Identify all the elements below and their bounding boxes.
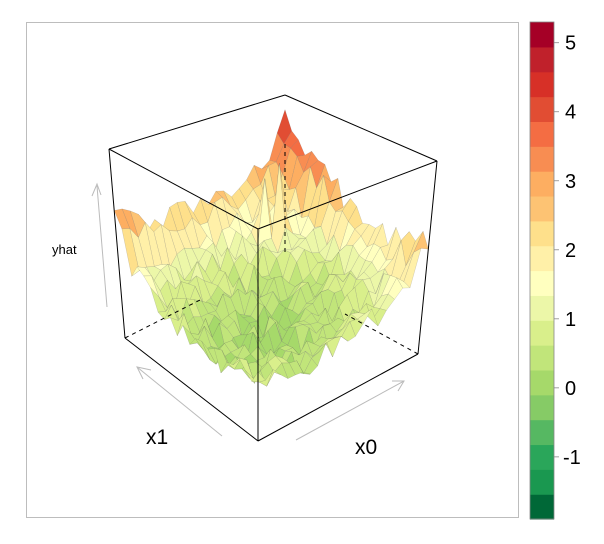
colorbar-tick-label: 0 xyxy=(565,378,576,400)
colorbar-segment xyxy=(530,469,554,495)
colorbar-segment xyxy=(530,320,554,346)
colorbar-segment xyxy=(530,494,554,520)
box-edge-vertical-right xyxy=(417,160,438,355)
colorbar-border xyxy=(529,21,555,520)
box-edge-vertical-left xyxy=(108,148,126,339)
box-edge-top-back-left xyxy=(108,94,286,150)
z-axis-label: yhat xyxy=(52,242,77,257)
colorbar-segment xyxy=(530,71,554,98)
bounding-box xyxy=(108,94,438,442)
surface-plot xyxy=(114,109,429,387)
box-edge-top-front-left xyxy=(108,148,259,230)
box-edge-floor-front-right xyxy=(257,353,419,442)
colorbar-tick-label: -1 xyxy=(563,447,581,469)
box-edge-top-back-right xyxy=(284,94,438,162)
x-axis-label: x0 xyxy=(355,436,377,459)
colorbar-segment xyxy=(530,245,554,272)
x-axis-arrow-line xyxy=(295,380,405,441)
colorbar-segment xyxy=(530,46,554,73)
z-axis-arrowhead xyxy=(91,182,102,197)
colorbar-segment xyxy=(530,419,554,446)
colorbar-segment xyxy=(530,295,554,321)
colorbar-tick-label: 5 xyxy=(565,33,576,55)
y-axis-label: x1 xyxy=(146,426,168,449)
axes: yhat x1 x0 xyxy=(52,182,405,459)
colorbar-segment xyxy=(530,22,554,48)
colorbar-segment xyxy=(530,444,554,470)
colorbar-segment xyxy=(530,96,554,122)
colorbar-tick-label: 4 xyxy=(565,102,576,124)
box-edge-floor-front-left xyxy=(124,337,259,442)
colorbar-ticks: 5 4 3 2 1 0 -1 xyxy=(554,33,581,469)
colorbar-segment xyxy=(530,369,554,396)
colorbar-segment xyxy=(530,195,554,222)
colorbar-segments xyxy=(530,22,554,520)
colorbar-segment xyxy=(530,394,554,421)
colorbar-segment xyxy=(530,270,554,296)
colorbar-tick-label: 1 xyxy=(565,309,576,331)
box-edge-floor-back-left-hidden xyxy=(124,299,201,339)
box-edge-top-front-right xyxy=(257,160,438,230)
y-axis-arrowhead xyxy=(136,366,152,380)
colorbar-tick-label: 2 xyxy=(565,240,576,262)
colorbar-tick-label: 3 xyxy=(565,171,576,193)
y-axis-arrow-line xyxy=(136,366,223,437)
x-axis-arrowhead xyxy=(392,380,405,392)
colorbar: 5 4 3 2 1 0 -1 xyxy=(529,21,581,520)
surface-facet xyxy=(251,371,266,383)
colorbar-segment xyxy=(530,121,554,147)
z-axis-arrow-line xyxy=(96,185,108,308)
colorbar-segment xyxy=(530,146,554,172)
box-edge-floor-back-right-hidden xyxy=(344,313,419,355)
colorbar-segment xyxy=(530,220,554,247)
colorbar-segment xyxy=(530,345,554,371)
colorbar-segment xyxy=(530,171,554,197)
